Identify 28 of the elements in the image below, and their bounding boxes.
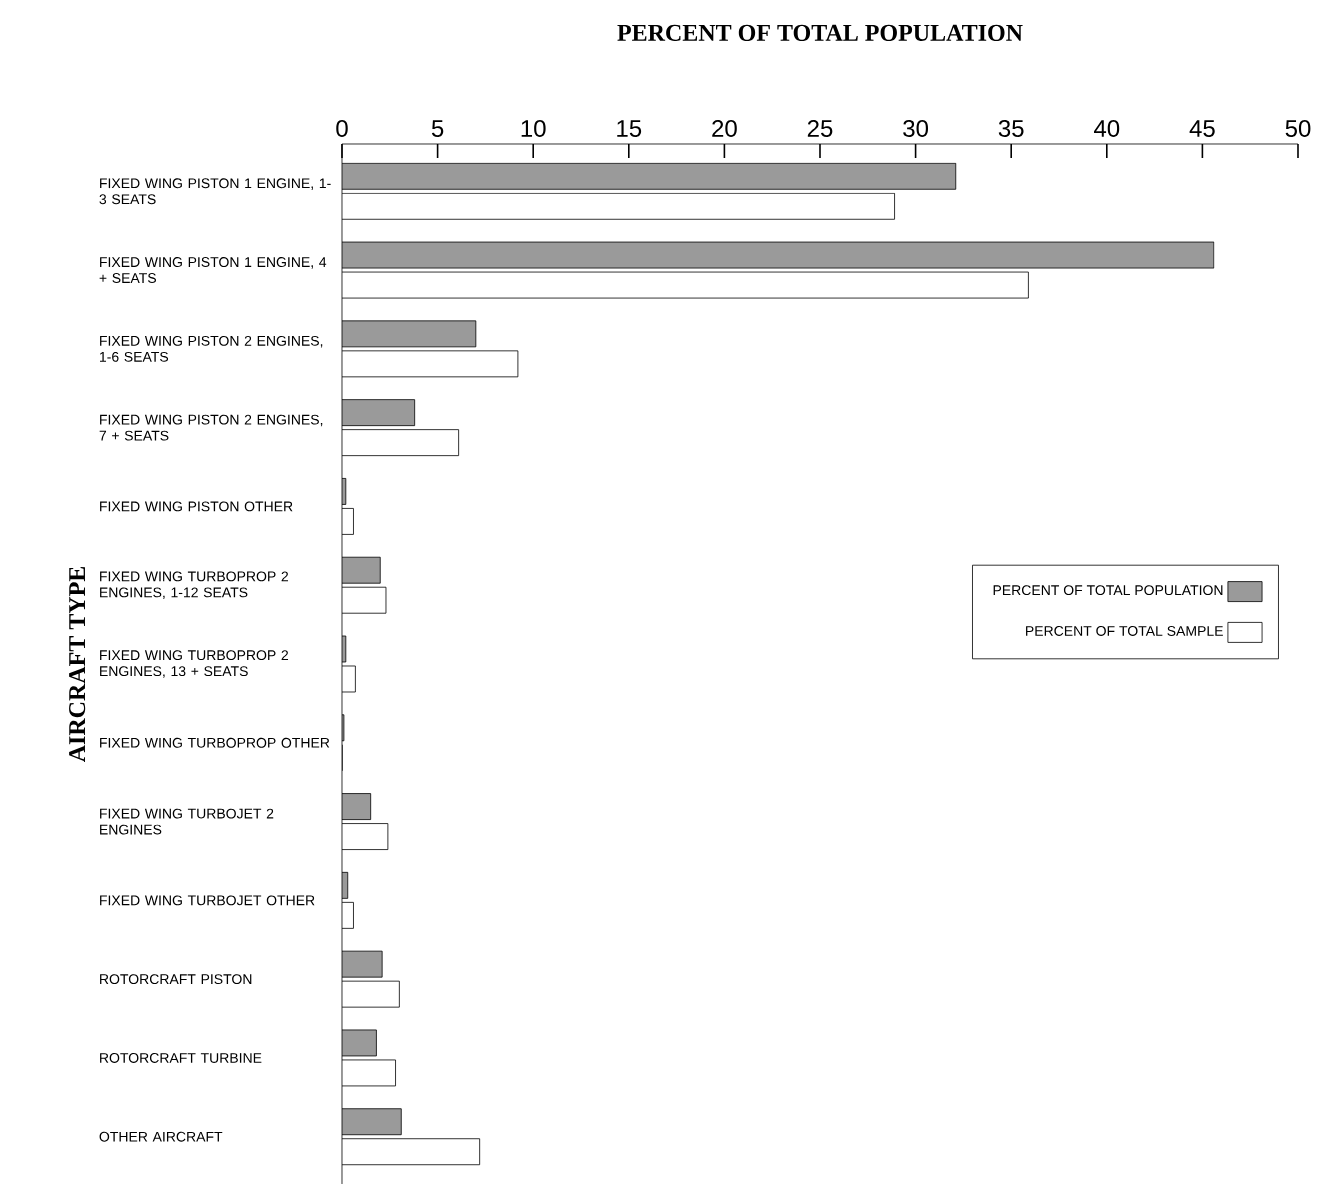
legend-label: PERCENT OF TOTAL POPULATION (993, 585, 1223, 596)
y-axis-title: AIRCRAFT TYPE (69, 566, 86, 763)
x-tick-label: 50 (1285, 119, 1311, 137)
x-axis-title: PERCENT OF TOTAL POPULATION (617, 24, 1023, 41)
y-tick-label: FIXED WING TURBOJET OTHER (100, 895, 315, 906)
y-tick-label: FIXED WING PISTON 2 ENGINES, 7 + SEATS (99, 414, 323, 441)
y-tick-label: OTHER AIRCRAFT (99, 1131, 223, 1142)
y-tick-label: FIXED WING TURBOJET 2 ENGINES (100, 808, 274, 835)
y-tick-label: FIXED WING PISTON 1 ENGINE, 4 + SEATS (99, 257, 327, 284)
x-tick-label: 5 (431, 120, 444, 137)
x-tick-label: 45 (1189, 120, 1215, 137)
x-tick-label: 30 (903, 119, 929, 137)
x-tick-label: 0 (336, 119, 348, 137)
x-tick-label: 15 (617, 120, 642, 137)
y-tick-label: ROTORCRAFT TURBINE (100, 1053, 262, 1063)
y-tick-label: FIXED WING TURBOPROP 2 ENGINES, 1-12 SEATS (100, 571, 289, 599)
y-tick-label: FIXED WING PISTON 2 ENGINES, 1-6 SEATS (100, 335, 323, 362)
y-tick-label: FIXED WING PISTON OTHER (100, 501, 293, 512)
x-tick-label: 35 (998, 119, 1024, 137)
x-tick-label: 10 (521, 119, 546, 137)
x-tick-label: 40 (1094, 119, 1120, 137)
x-tick-label: 25 (807, 119, 833, 137)
y-tick-label: FIXED WING TURBOPROP OTHER (100, 737, 330, 748)
x-tick-label: 20 (712, 119, 737, 137)
y-tick-label: FIXED WING TURBOPROP 2 ENGINES, 13 + SEATS (100, 650, 289, 678)
legend-label: PERCENT OF TOTAL SAMPLE (1026, 626, 1223, 636)
y-tick-label: ROTORCRAFT PISTON (100, 974, 252, 985)
y-tick-label: FIXED WING PISTON 1 ENGINE, 1-3 SEATS (99, 178, 331, 205)
